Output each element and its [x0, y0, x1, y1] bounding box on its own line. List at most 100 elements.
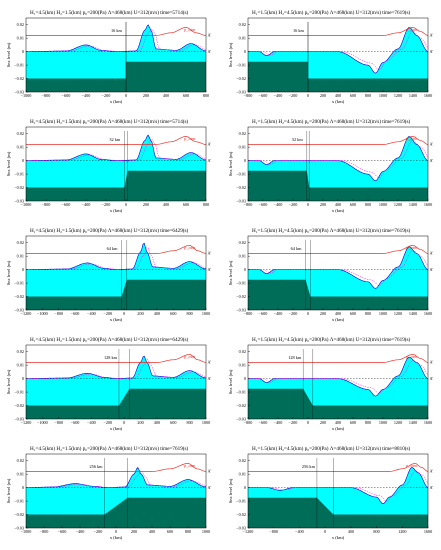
x-tick-label: −600 [259, 202, 268, 207]
x-tick-label: 1400 [409, 202, 417, 207]
marker-label-bottom: A' [430, 158, 434, 163]
y-axis-label: Sea level (m) [228, 478, 233, 503]
x-tick-label: 800 [365, 202, 371, 207]
y-tick-label: −0.03 [14, 526, 24, 531]
y-tick-label: 0.01 [239, 363, 246, 368]
x-tick-label: 1000 [202, 311, 210, 316]
x-tick-label: 200 [320, 311, 326, 316]
shelf-block [26, 279, 206, 310]
y-tick-label: 0 [22, 267, 24, 272]
plot-frame [247, 453, 429, 529]
y-tick-label: −0.03 [236, 526, 246, 531]
y-axis-label: Sea level (m) [6, 260, 11, 285]
x-tick-label: 600 [183, 202, 189, 207]
plot-frame [25, 235, 207, 311]
y-tick-label: 0.01 [17, 254, 24, 259]
x-tick-label: −1000 [21, 529, 32, 534]
y-tick-label: 0 [22, 485, 24, 490]
x-tick-label: 200 [143, 202, 149, 207]
pressure-curve [248, 136, 429, 145]
x-tick-label: 1600 [424, 93, 432, 98]
pressure-label: p_atm [183, 245, 196, 250]
y-tick-label: −0.01 [236, 63, 246, 68]
x-tick-label: 1600 [424, 420, 432, 425]
x-axis-label: x (km) [110, 99, 123, 104]
y-tick-label: 0.02 [239, 458, 246, 463]
panel-9: H₁=4.5(km) H₂=1.5(km) p₀=200(Pa) Λ=468(k… [6, 445, 212, 540]
x-tick-label: 0 [307, 202, 309, 207]
reference-surface-line [26, 28, 207, 52]
y-tick-label: −0.02 [236, 294, 246, 299]
marker-label-top: A' [208, 468, 212, 473]
x-tick-label: 200 [137, 420, 143, 425]
y-axis-label: Sea level (m) [228, 369, 233, 394]
y-tick-label: −0.03 [14, 199, 24, 204]
x-tick-label: −800 [244, 311, 253, 316]
y-tick-label: −0.02 [14, 185, 24, 190]
x-tick-label: 200 [131, 529, 137, 534]
panel-header: H₁=1.5(km) H₂=4.5(km) p₀=200(Pa) Λ=468(k… [252, 227, 411, 234]
x-tick-label: 1200 [394, 311, 402, 316]
pressure-curve [248, 463, 429, 472]
x-tick-label: 400 [335, 420, 341, 425]
y-tick-label: 0.02 [239, 131, 246, 136]
x-tick-label: 400 [335, 311, 341, 316]
y-tick-label: 0.02 [239, 240, 246, 245]
y-tick-label: −0.02 [14, 512, 24, 517]
marker-label-bottom: A' [430, 485, 434, 490]
x-tick-label: 200 [320, 93, 326, 98]
sea-surface-line [248, 246, 429, 289]
reference-surface-line [248, 139, 429, 179]
x-tick-label: 0 [307, 93, 309, 98]
x-tick-label: 0 [324, 529, 326, 534]
y-tick-label: −0.02 [14, 294, 24, 299]
x-tick-label: 800 [373, 529, 379, 534]
x-tick-label: 1600 [424, 311, 432, 316]
reference-surface-line [248, 470, 429, 502]
x-tick-label: 800 [185, 529, 191, 534]
x-tick-label: 0 [125, 202, 127, 207]
shelf-block [26, 388, 206, 419]
distance-label: 16 km [293, 28, 305, 33]
panel-5: H₁=4.5(km) H₂=1.5(km) p₀=200(Pa) Λ=468(k… [6, 227, 212, 322]
x-tick-label: −400 [87, 420, 96, 425]
x-tick-label: −800 [244, 420, 253, 425]
x-tick-label: 1200 [394, 202, 402, 207]
x-tick-label: −400 [82, 202, 91, 207]
y-tick-label: 0.02 [239, 22, 246, 27]
x-tick-label: −200 [289, 311, 298, 316]
x-tick-label: −400 [76, 529, 85, 534]
x-tick-label: −200 [103, 311, 112, 316]
plot-frame [25, 17, 207, 93]
x-tick-label: −800 [269, 529, 278, 534]
x-tick-label: 0 [125, 93, 127, 98]
x-tick-label: 600 [350, 420, 356, 425]
x-tick-label: 400 [154, 311, 160, 316]
x-tick-label: 200 [320, 420, 326, 425]
x-tick-label: 1000 [379, 420, 387, 425]
x-tick-label: 600 [350, 311, 356, 316]
x-tick-label: −1200 [21, 420, 32, 425]
x-tick-label: 600 [350, 202, 356, 207]
pressure-curve [26, 245, 207, 254]
y-tick-label: 0 [244, 49, 246, 54]
x-tick-label: −400 [87, 311, 96, 316]
pressure-curve [248, 245, 429, 254]
y-tick-label: −0.03 [236, 308, 246, 313]
pressure-label: p_atm [183, 463, 196, 468]
x-tick-label: 1600 [424, 529, 432, 534]
x-tick-label: 1200 [394, 420, 402, 425]
marker-label-top: A' [208, 141, 212, 146]
x-tick-label: 1400 [409, 311, 417, 316]
pressure-label: p_atm [405, 463, 418, 468]
distance-label: 32 km [109, 137, 121, 142]
y-axis-label: Sea level (m) [228, 260, 233, 285]
y-tick-label: 0.01 [239, 472, 246, 477]
x-tick-label: −600 [71, 420, 80, 425]
y-tick-label: 0.02 [239, 349, 246, 354]
y-tick-label: 0 [22, 49, 24, 54]
shelf-block [248, 497, 428, 528]
x-tick-label: −800 [42, 93, 51, 98]
shelf-block [248, 61, 428, 92]
x-tick-label: 0 [123, 420, 125, 425]
